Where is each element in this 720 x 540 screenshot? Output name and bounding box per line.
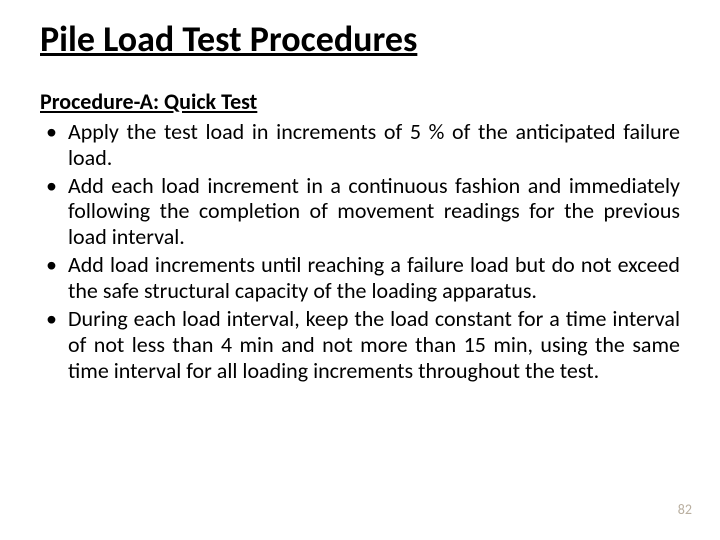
list-item: Add load increments until reaching a fai…: [40, 252, 680, 304]
page-number: 82: [678, 501, 692, 518]
page-title: Pile Load Test Procedures: [40, 20, 680, 60]
procedure-subtitle: Procedure-A: Quick Test: [40, 88, 680, 115]
bullet-list: Apply the test load in increments of 5 %…: [40, 119, 680, 385]
list-item: During each load interval, keep the load…: [40, 306, 680, 384]
list-item: Add each load increment in a continuous …: [40, 173, 680, 251]
list-item: Apply the test load in increments of 5 %…: [40, 119, 680, 171]
slide: Pile Load Test Procedures Procedure-A: Q…: [0, 0, 720, 540]
